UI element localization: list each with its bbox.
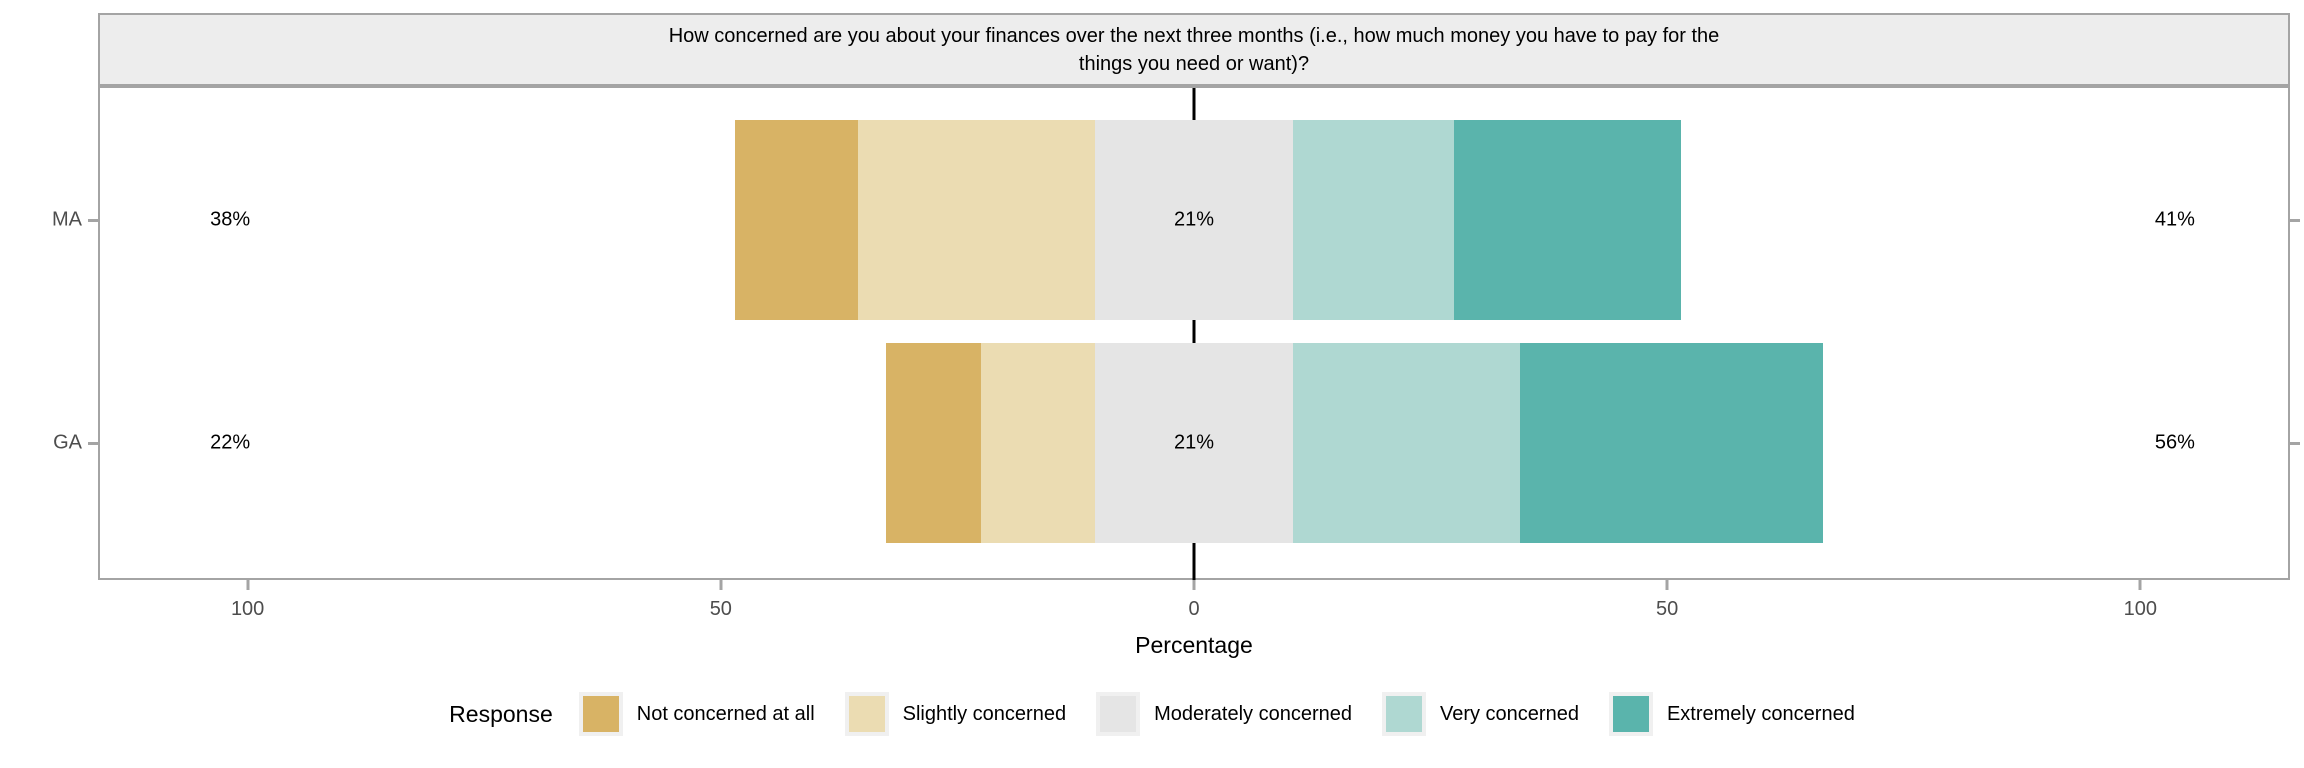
segment-GA-moderately-concerned <box>1094 343 1294 543</box>
legend: Response Not concerned at all Slightly co… <box>0 690 2304 738</box>
legend-swatch <box>1385 696 1422 732</box>
x-tick-100 <box>2138 580 2142 590</box>
summary-label-GA-right: 56% <box>2154 431 2195 454</box>
plot-panel: 38% 21% 41% 22% 21% 56% <box>98 86 2290 580</box>
bar-row-MA <box>735 120 1682 320</box>
x-tick-0 <box>1192 580 1196 590</box>
legend-swatch <box>848 696 885 732</box>
segment-MA-very-concerned <box>1293 120 1455 320</box>
y-tick-GA-left <box>88 441 98 445</box>
legend-swatch <box>1612 696 1649 732</box>
legend-key <box>844 692 889 736</box>
x-tick-50 <box>1665 580 1669 590</box>
chart-title-line-1: How concerned are you about your finance… <box>668 25 1720 47</box>
x-tick--50 <box>719 580 723 590</box>
summary-label-MA-center: 21% <box>1173 208 1215 231</box>
legend-item-slightly-concerned: Slightly concerned <box>844 692 1067 736</box>
x-tick-label-100: 100 <box>2123 598 2158 620</box>
x-axis: 100 50 0 50 100 <box>100 580 2288 640</box>
legend-item-very-concerned: Very concerned <box>1381 692 1579 736</box>
summary-label-MA-left: 38% <box>210 208 251 231</box>
legend-key <box>1096 692 1141 736</box>
zero-reference-line <box>1192 88 1196 580</box>
legend-title: Response <box>449 700 553 727</box>
legend-label: Extremely concerned <box>1666 702 1855 725</box>
legend-item-extremely-concerned: Extremely concerned <box>1608 692 1855 736</box>
x-tick-label-0: 0 <box>1188 598 1200 620</box>
x-tick-label--50: 50 <box>709 598 732 620</box>
legend-label: Slightly concerned <box>902 702 1067 725</box>
bar-row-GA <box>886 343 1824 543</box>
segment-GA-very-concerned <box>1293 343 1521 543</box>
segment-MA-extremely-concerned <box>1454 120 1682 320</box>
segment-GA-not-concerned-at-all <box>886 343 982 543</box>
x-tick--100 <box>246 580 250 590</box>
segment-MA-not-concerned-at-all <box>735 120 859 320</box>
y-tick-MA-left <box>88 218 98 222</box>
legend-key <box>578 692 623 736</box>
legend-swatch <box>1100 696 1137 732</box>
y-tick-GA-right <box>2290 441 2300 445</box>
legend-item-moderately-concerned: Moderately concerned <box>1096 692 1352 736</box>
summary-label-MA-right: 41% <box>2154 208 2195 231</box>
legend-key <box>1381 692 1426 736</box>
legend-label: Moderately concerned <box>1154 702 1352 725</box>
x-tick-label--100: 100 <box>230 598 265 620</box>
facet-strip: How concerned are you about your finance… <box>98 13 2290 86</box>
legend-swatch <box>582 696 619 732</box>
y-tick-MA-right <box>2290 218 2300 222</box>
legend-label: Not concerned at all <box>636 702 815 725</box>
summary-label-GA-left: 22% <box>210 431 251 454</box>
x-tick-label-50: 50 <box>1656 598 1679 620</box>
y-axis-label-GA: GA <box>53 431 82 454</box>
segment-GA-slightly-concerned <box>981 343 1095 543</box>
segment-MA-moderately-concerned <box>1094 120 1294 320</box>
segment-GA-extremely-concerned <box>1520 343 1824 543</box>
summary-label-GA-center: 21% <box>1173 431 1215 454</box>
x-axis-title: Percentage <box>1135 632 1253 658</box>
legend-label: Very concerned <box>1439 702 1579 725</box>
legend-key <box>1608 692 1653 736</box>
legend-item-not-concerned-at-all: Not concerned at all <box>578 692 815 736</box>
segment-MA-slightly-concerned <box>858 120 1095 320</box>
y-axis-label-MA: MA <box>52 208 82 231</box>
chart-title-line-2: things you need or want)? <box>1078 53 1310 75</box>
